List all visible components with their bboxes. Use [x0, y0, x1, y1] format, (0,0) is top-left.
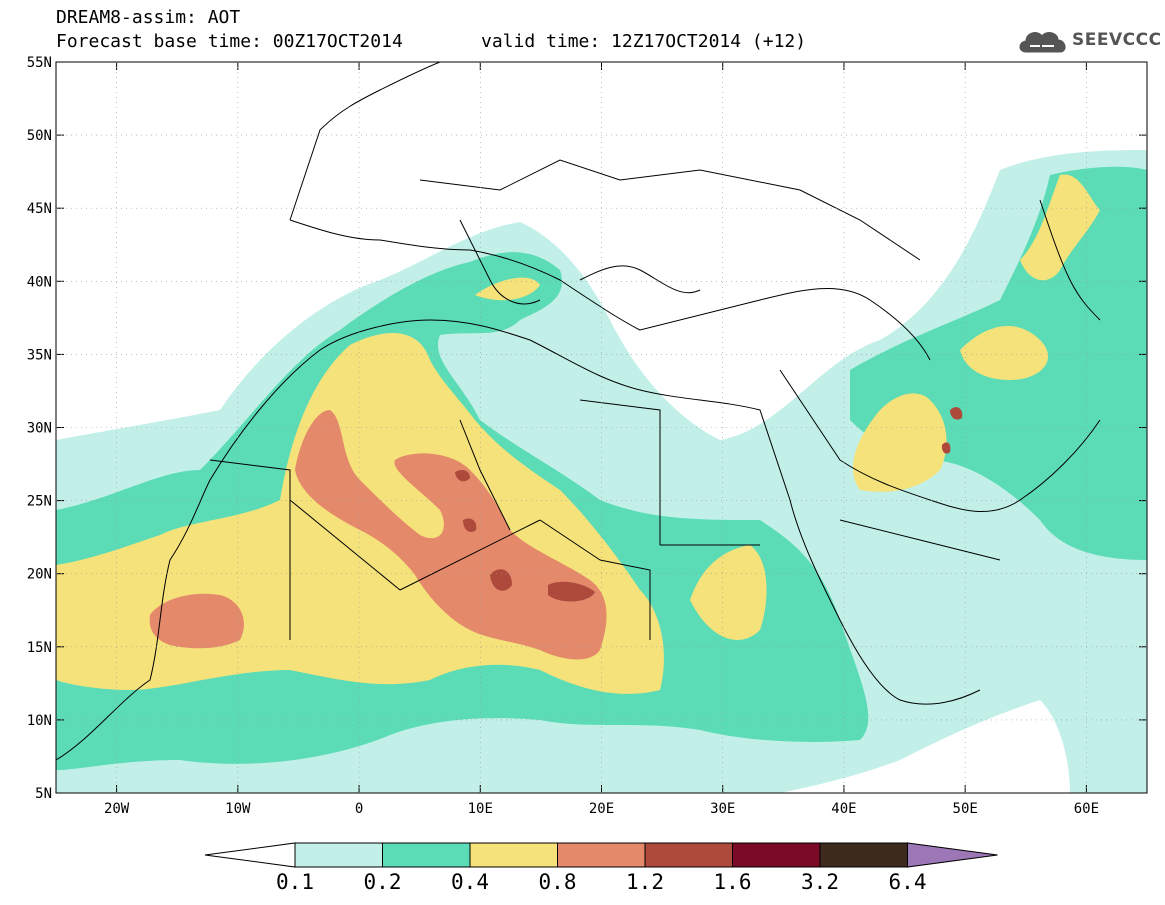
lon-tick-label: 0 — [355, 801, 363, 817]
colorbar-segment — [469, 842, 558, 868]
logo-text: SEEVCCC — [1072, 30, 1162, 50]
map-title: DREAM8-assim: AOT — [56, 7, 241, 28]
colorbar-level-label: 6.4 — [888, 870, 927, 894]
lat-tick-label: 30N — [27, 421, 52, 437]
coastlines — [56, 62, 1101, 761]
colorbar-level-label: 1.2 — [626, 870, 664, 894]
gridlines — [56, 62, 1147, 793]
lon-tick-label: 30E — [710, 801, 735, 817]
lon-tick-label: 20W — [104, 801, 130, 817]
colorbar-level-label: 0.1 — [276, 870, 314, 894]
lon-tick-label: 10E — [468, 801, 493, 817]
lat-tick-label: 40N — [27, 274, 52, 290]
forecast-base-time: Forecast base time: 00Z17OCT2014 — [56, 31, 403, 52]
aot-band-1.2 — [455, 407, 963, 602]
colorbar-level-label: 3.2 — [801, 870, 839, 894]
colorbar — [204, 842, 998, 868]
lat-tick-label: 10N — [27, 713, 52, 729]
seevccc-logo: SEEVCCC — [1016, 26, 1161, 58]
colorbar-segment — [557, 842, 646, 868]
lon-tick-label: 60E — [1074, 801, 1099, 817]
aot-band-0.8 — [149, 410, 607, 660]
latitude-axis: 55N 50N 45N 40N 35N 30N 25N 20N 15N 10N 5N — [27, 55, 1147, 802]
colorbar-level-label: 0.8 — [538, 870, 577, 894]
aot-band-0.4 — [56, 174, 1100, 694]
longitude-axis: 20W 10W 0 10E 20E 30E 40E 50E 60E — [104, 62, 1099, 817]
lat-tick-label: 55N — [27, 55, 52, 71]
colorbar-level-label: 0.4 — [451, 870, 489, 894]
cloud-icon — [1019, 32, 1066, 53]
valid-time: valid time: 12Z17OCT2014 (+12) — [481, 31, 807, 52]
lat-tick-label: 20N — [27, 567, 52, 583]
lat-tick-label: 5N — [35, 786, 52, 802]
lon-tick-label: 20E — [589, 801, 614, 817]
colorbar-level-label: 0.2 — [363, 870, 402, 894]
lon-tick-label: 50E — [953, 801, 978, 817]
colorbar-level-label: 1.6 — [713, 870, 752, 894]
colorbar-segment — [819, 842, 908, 868]
aot-field — [56, 150, 1147, 793]
colorbar-segment — [732, 842, 821, 868]
colorbar-under-triangle — [204, 842, 296, 868]
lat-tick-label: 25N — [27, 494, 52, 510]
lon-tick-label: 10W — [225, 801, 251, 817]
colorbar-segment — [294, 842, 383, 868]
lat-tick-label: 35N — [27, 347, 52, 363]
lon-tick-label: 40E — [831, 801, 856, 817]
lat-tick-label: 45N — [27, 201, 52, 217]
colorbar-over-triangle — [907, 842, 998, 868]
colorbar-segment — [382, 842, 471, 868]
colorbar-segment — [644, 842, 733, 868]
lat-tick-label: 15N — [27, 640, 52, 656]
lat-tick-label: 50N — [27, 128, 52, 144]
